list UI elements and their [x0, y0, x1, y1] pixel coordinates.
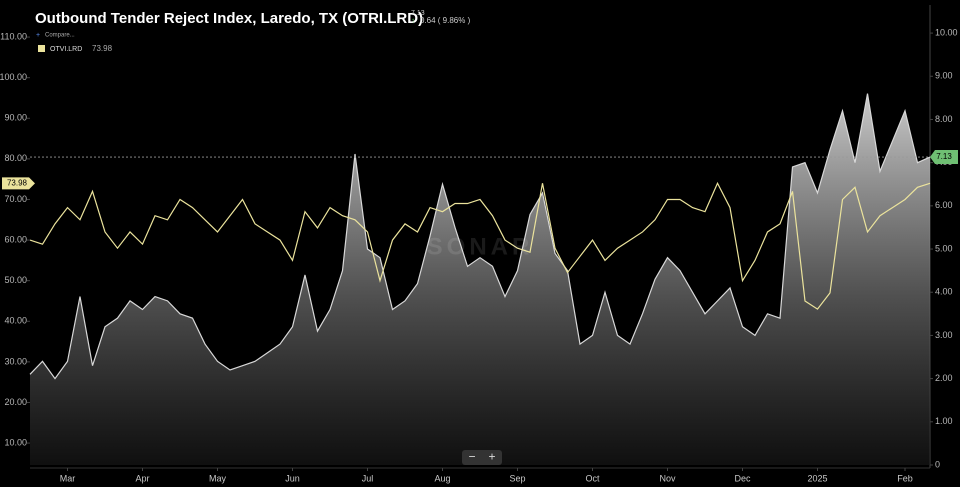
y-tick-label: 100.00: [0, 72, 27, 82]
change-label: 0.64 ( 9.86% ): [420, 16, 471, 25]
y-tick-label: 50.00: [4, 275, 27, 285]
y2-tick-label: 4.00: [935, 287, 953, 297]
x-tick-label: Jul: [362, 473, 374, 483]
y2-tick-label: 6.00: [935, 200, 953, 210]
area-fill: [30, 93, 930, 465]
legend-value: 73.98: [92, 44, 113, 53]
left-value-marker: [2, 177, 35, 190]
y-tick-label: 20.00: [4, 397, 27, 407]
y-tick-label: 30.00: [4, 356, 27, 366]
x-tick-label: May: [209, 473, 227, 483]
y2-tick-label: 5.00: [935, 243, 953, 253]
x-tick-label: Nov: [659, 473, 676, 483]
current-value: 7.13: [411, 10, 425, 17]
compare-plus[interactable]: +: [36, 32, 40, 39]
x-tick-label: Dec: [734, 473, 751, 483]
x-tick-label: Jun: [285, 473, 300, 483]
zoom-out[interactable]: −: [468, 450, 475, 464]
y2-tick-label: 8.00: [935, 114, 953, 124]
x-tick-label: 2025: [807, 473, 827, 483]
y2-tick-label: 2.00: [935, 373, 953, 383]
x-tick-label: Feb: [897, 473, 913, 483]
x-tick-label: Apr: [135, 473, 149, 483]
change-arrow: ↑: [411, 16, 415, 25]
series-line: [29, 181, 931, 310]
plot-area: [29, 93, 931, 465]
legend-swatch: [38, 45, 45, 52]
zoom-in[interactable]: +: [488, 450, 495, 464]
x-tick-label: Sep: [509, 473, 525, 483]
y-tick-label: 40.00: [4, 316, 27, 326]
x-tick-label: Mar: [60, 473, 76, 483]
watermark: SONAR: [427, 233, 534, 260]
y2-tick-label: 3.00: [935, 330, 953, 340]
y2-tick-label: 9.00: [935, 71, 953, 81]
zoom-controls: [462, 450, 502, 465]
y-tick-label: 90.00: [4, 113, 27, 123]
area-line: [29, 93, 931, 380]
x-tick-label: Oct: [585, 473, 600, 483]
right-value-marker: [930, 150, 958, 165]
left-value-label: 73.98: [7, 178, 28, 187]
x-tick-label: Aug: [434, 473, 450, 483]
y2-tick-label: 1.00: [935, 416, 953, 426]
chart-title: Outbound Tender Reject Index, Laredo, TX…: [35, 10, 423, 27]
right-value-label: 7.13: [936, 152, 952, 161]
legend-label: OTVI.LRD: [50, 46, 82, 53]
y-tick-label: 80.00: [4, 153, 27, 163]
y-tick-label: 60.00: [4, 234, 27, 244]
y-tick-label: 10.00: [4, 437, 27, 447]
y-tick-label: 70.00: [4, 194, 27, 204]
y-tick-label: 110.00: [0, 31, 27, 41]
y2-tick-label: 0: [935, 459, 940, 469]
y2-tick-label: 10.00: [935, 27, 958, 37]
compare-button[interactable]: Compare...: [45, 33, 75, 39]
